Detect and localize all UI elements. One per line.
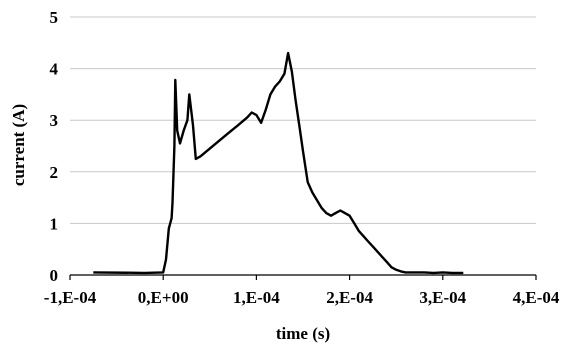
x-tick-labels: -1,E-04 0,E+00 1,E-04 2,E-04 3,E-04 4,E-04 <box>44 288 560 307</box>
y-tick-label: 2 <box>50 163 59 182</box>
series-line-0 <box>93 51 464 275</box>
y-axis-label: current (A) <box>9 104 28 186</box>
x-axis-label: time (s) <box>276 324 330 343</box>
x-tick-label: 0,E+00 <box>138 288 189 307</box>
x-tick-label: 1,E-04 <box>233 288 280 307</box>
x-tick-label: -1,E-04 <box>44 288 97 307</box>
x-tick-label: 2,E-04 <box>326 288 373 307</box>
x-tick-label: 3,E-04 <box>419 288 466 307</box>
x-tick-label: 4,E-04 <box>513 288 560 307</box>
y-tick-label: 3 <box>50 111 59 130</box>
y-tick-labels: 0 1 2 3 4 5 <box>50 8 59 285</box>
y-tick-label: 5 <box>50 8 59 27</box>
y-tick-label: 0 <box>50 266 59 285</box>
gridlines <box>69 16 537 280</box>
y-tick-label: 1 <box>50 214 59 233</box>
series-layer <box>93 51 464 275</box>
y-tick-label: 4 <box>50 60 59 79</box>
